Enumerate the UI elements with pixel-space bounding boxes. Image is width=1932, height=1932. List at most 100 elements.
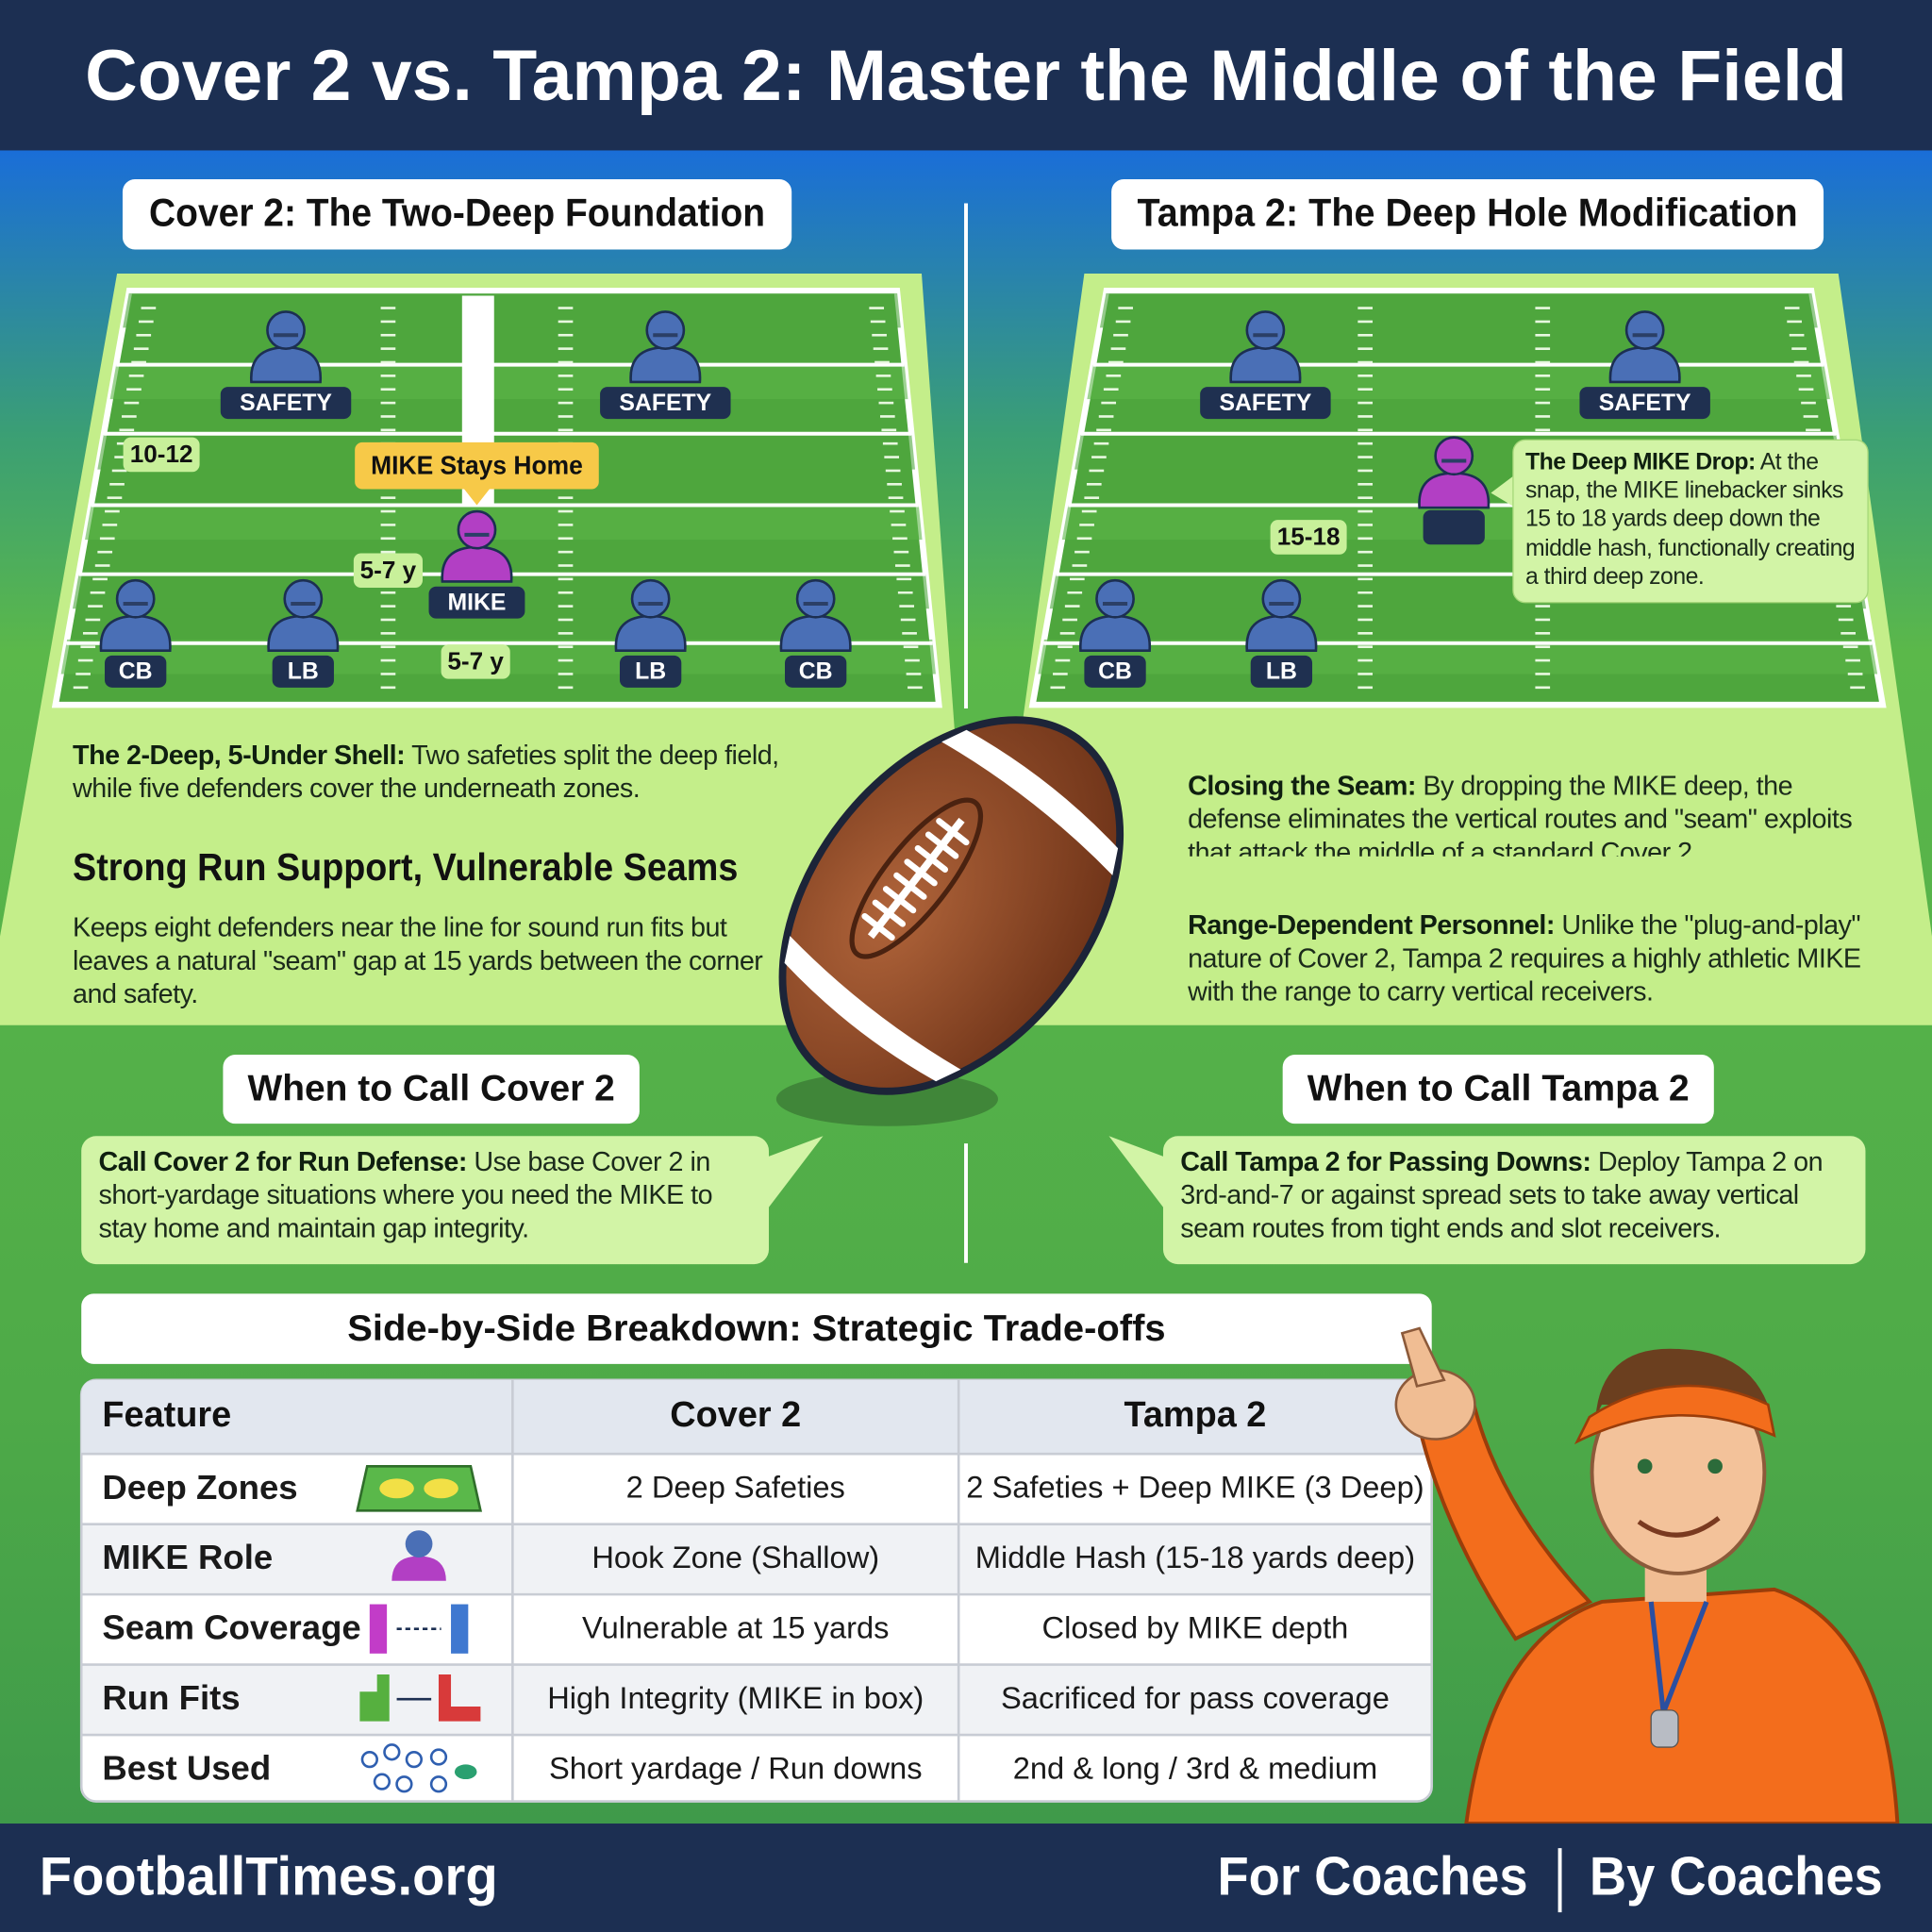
- player-label-bg: [1084, 655, 1146, 688]
- player-helmet: [795, 578, 836, 619]
- body: Deploy Tampa 2 on 3rd-and-7 or against s…: [1180, 1145, 1824, 1243]
- section-title: Tampa 2: The Deep Hole Modification: [1138, 191, 1798, 235]
- lead: The 2-Deep, 5-Under Shell:: [73, 739, 406, 771]
- player-helmet: [630, 578, 671, 619]
- player-body: [614, 614, 687, 652]
- player-helmet: [1434, 436, 1474, 476]
- player-label: MIKE: [447, 591, 506, 616]
- callout-bg: [355, 441, 599, 490]
- body: Two safeties split the deep field, while…: [73, 739, 779, 804]
- depth-label-bg: [123, 437, 200, 473]
- icon-seam: [451, 1604, 469, 1654]
- player-label: SAFETY: [619, 391, 711, 416]
- player-body: [629, 346, 702, 384]
- player-body: [1229, 346, 1302, 384]
- lace: [914, 844, 949, 873]
- icon-play-ball: [454, 1764, 477, 1780]
- ball-stripe: [941, 729, 1119, 875]
- section-title-bg: [122, 179, 792, 250]
- lace: [882, 886, 917, 914]
- coach-visor: [1574, 1384, 1776, 1445]
- seam-note-text: Closing the Seam: By dropping the MIKE d…: [1188, 770, 1877, 856]
- player-body: [1245, 614, 1318, 652]
- player-label: CB: [119, 659, 153, 685]
- icon-play: [395, 1775, 413, 1793]
- football: [778, 716, 1124, 1095]
- body: Unlike the "plug-and-play" nature of Cov…: [1188, 908, 1861, 1007]
- footer-tagline: By Coaches: [1590, 1846, 1883, 1907]
- table-row-shade: [82, 1524, 1431, 1595]
- lace: [867, 817, 965, 940]
- lace: [936, 818, 970, 846]
- callout: MIKE Stays Home: [371, 450, 583, 479]
- player-label-bg: [1200, 387, 1331, 420]
- player-helmet: [457, 509, 497, 550]
- section-title-bg: [1111, 179, 1824, 250]
- player-helmet: [1095, 578, 1135, 619]
- field-stripe: [123, 292, 901, 328]
- player-label: LB: [288, 659, 319, 685]
- icon-play: [360, 1750, 378, 1769]
- when-note: Call Tampa 2 for Passing Downs: Deploy T…: [1180, 1145, 1824, 1243]
- depth-label: 5-7 y: [447, 647, 504, 675]
- table-feature: MIKE Role: [102, 1538, 273, 1576]
- when-note-text: Call Cover 2 for Run Defense: Use base C…: [98, 1146, 758, 1245]
- shell-note: The 2-Deep, 5-Under Shell: Two safeties …: [73, 739, 779, 804]
- icon-zone: [424, 1478, 458, 1499]
- player-helmet: [1245, 310, 1286, 350]
- ball-seam: [849, 797, 984, 959]
- body: Use base Cover 2 in short-yardage situat…: [98, 1145, 713, 1243]
- player-label-bg: [1579, 387, 1710, 420]
- mike-drop-note-text: The Deep MIKE Drop: At the snap, the MIK…: [1525, 448, 1860, 591]
- icon-play: [429, 1748, 448, 1766]
- icon-mike-helmet: [405, 1530, 433, 1557]
- body: By dropping the MIKE deep, the defense e…: [1188, 770, 1853, 857]
- player-label-bg: [220, 387, 352, 420]
- player-label: CB: [1098, 659, 1132, 685]
- table-cell: High Integrity (MIKE in box): [547, 1680, 924, 1715]
- summary-note-text: Keeps eight defenders near the line for …: [73, 912, 762, 1011]
- when-title-bg: [1282, 1055, 1714, 1124]
- coach-shirt: [1464, 1587, 1900, 1826]
- player-helmet: [283, 578, 324, 619]
- callout-pointer: [1491, 474, 1516, 508]
- table-title-box: [81, 1293, 1432, 1364]
- player-body: [99, 614, 172, 652]
- footer-band: [0, 1824, 1932, 1932]
- body: Keeps eight defenders near the line for …: [73, 911, 763, 1009]
- when-box: [1162, 1136, 1866, 1265]
- lead: Range-Dependent Personnel:: [1188, 908, 1555, 941]
- player-body: [1608, 346, 1681, 384]
- lead: The Deep MIKE Drop:: [1524, 449, 1756, 476]
- depth-label: 15-18: [1277, 523, 1341, 551]
- player-body: [1079, 614, 1151, 652]
- table-feature: Seam Coverage: [102, 1608, 360, 1647]
- coach: [1394, 1326, 1900, 1826]
- summary-note: Keeps eight defenders near the line for …: [73, 912, 762, 1011]
- player-helmet: [1261, 578, 1302, 619]
- table-title: Side-by-Side Breakdown: Strategic Trade-…: [347, 1308, 1165, 1349]
- player-body: [779, 614, 852, 652]
- ball-shadow: [775, 1072, 998, 1126]
- table-header-row: [81, 1379, 1432, 1455]
- player-label-bg: [428, 586, 525, 619]
- footer-site: FootballTimes.org: [40, 1846, 498, 1907]
- player-body: [1418, 472, 1491, 509]
- player-body: [250, 346, 322, 384]
- player-helmet: [115, 578, 156, 619]
- table-cell: 2 Deep Safeties: [626, 1470, 845, 1505]
- lead: Call Tampa 2 for Passing Downs:: [1180, 1145, 1591, 1177]
- ball-stripe: [784, 936, 961, 1082]
- lace: [893, 872, 927, 900]
- player-helmet: [645, 310, 686, 350]
- coach-finger: [1400, 1326, 1446, 1388]
- icon-play: [429, 1775, 448, 1793]
- lace: [904, 858, 938, 887]
- depth-label: 5-7 y: [360, 556, 417, 584]
- lace: [924, 831, 959, 859]
- table-cell: Sacrificed for pass coverage: [1001, 1680, 1390, 1715]
- table-cell: Closed by MIKE depth: [1042, 1610, 1349, 1645]
- lace: [872, 899, 906, 927]
